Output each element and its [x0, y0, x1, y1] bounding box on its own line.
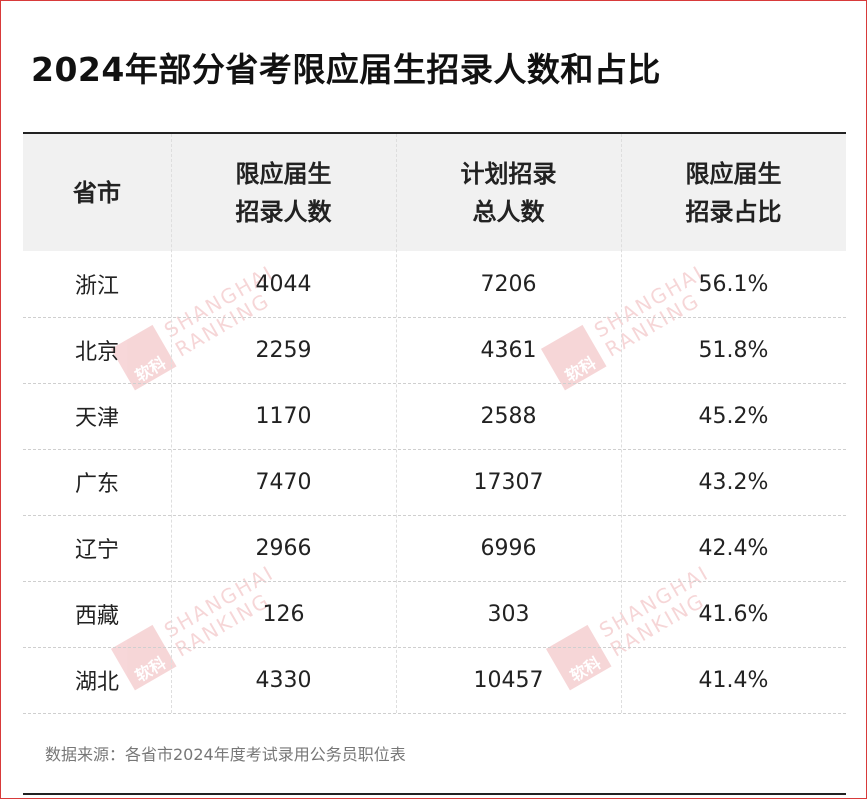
- table-cell: 2259: [255, 337, 312, 363]
- row-label: 辽宁: [74, 538, 119, 563]
- column-header: 限应届生 招录占比: [621, 134, 846, 251]
- table-cell: 2588: [480, 403, 537, 429]
- table-cell: 6996: [480, 535, 537, 561]
- table-cell: 17307: [473, 469, 544, 495]
- column-header: 计划招录 总人数: [396, 134, 621, 251]
- table-cell: 4044: [255, 271, 312, 297]
- table-cell: 41.6%: [698, 601, 769, 627]
- table-cell: 10457: [473, 667, 544, 693]
- table-cell: 2966: [255, 535, 312, 561]
- table-cell: 303: [487, 601, 530, 627]
- row-label: 西藏: [74, 604, 119, 629]
- row-label: 浙江: [74, 274, 119, 299]
- row-separator: [23, 383, 846, 384]
- column-header-line: 计划招录: [460, 159, 557, 188]
- column-header: 省市: [23, 134, 171, 251]
- table-cell: 126: [262, 601, 305, 627]
- column-header-line: 招录人数: [235, 197, 332, 226]
- bottom-rule: [23, 793, 846, 795]
- column-separator: [396, 134, 397, 713]
- column-header-line: 总人数: [472, 197, 545, 226]
- column-header-line: 限应届生: [235, 159, 332, 188]
- table-cell: 42.4%: [698, 535, 769, 561]
- column-header-line: 招录占比: [685, 197, 782, 226]
- column-separator: [171, 134, 172, 713]
- column-header-line: 省市: [73, 178, 121, 207]
- table-cell: 4330: [255, 667, 312, 693]
- column-separator: [621, 134, 622, 713]
- row-separator: [23, 581, 846, 582]
- table-cell: 7206: [480, 271, 537, 297]
- table-cell: 51.8%: [698, 337, 769, 363]
- column-header: 限应届生 招录人数: [171, 134, 396, 251]
- row-label: 北京: [74, 340, 119, 365]
- row-label: 广东: [74, 472, 119, 497]
- row-label: 湖北: [74, 670, 119, 695]
- row-separator: [23, 713, 846, 714]
- row-separator: [23, 515, 846, 516]
- source-note: 数据来源：各省市2024年度考试录用公务员职位表: [45, 745, 406, 764]
- title: 2024年部分省考限应届生招录人数和占比: [31, 50, 661, 89]
- column-header-line: 限应届生: [685, 159, 782, 188]
- table-cell: 43.2%: [698, 469, 769, 495]
- row-separator: [23, 317, 846, 318]
- table-cell: 7470: [255, 469, 312, 495]
- table-cell: 45.2%: [698, 403, 769, 429]
- row-separator: [23, 647, 846, 648]
- table-cell: 56.1%: [698, 271, 769, 297]
- table-cell: 41.4%: [698, 667, 769, 693]
- top-rule: [23, 132, 846, 134]
- row-label: 天津: [74, 406, 119, 431]
- table-cell: 1170: [255, 403, 312, 429]
- header-background: [23, 134, 846, 251]
- row-separator: [23, 449, 846, 450]
- table-cell: 4361: [480, 337, 537, 363]
